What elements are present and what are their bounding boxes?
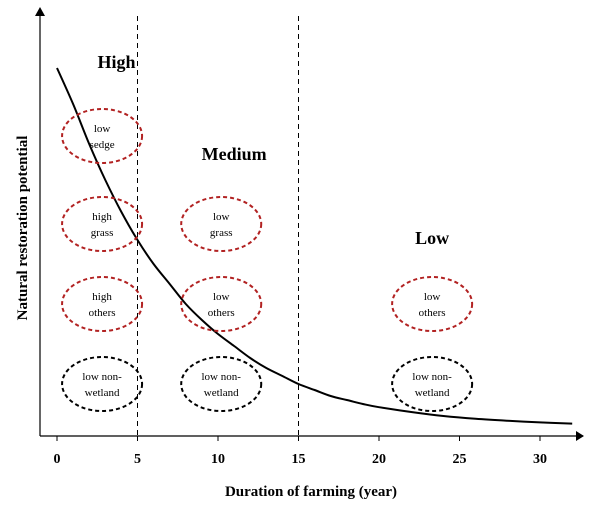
category-ellipse: high grass	[61, 196, 144, 252]
ellipse-label-line2: wetland	[204, 387, 239, 399]
axes	[35, 7, 584, 441]
ellipse-label-line2: wetland	[415, 387, 450, 399]
x-tick-label: 15	[292, 452, 306, 467]
ellipse-label-line2: others	[208, 307, 235, 319]
category-ellipse: low non-wetland	[180, 356, 263, 412]
x-tick-label: 5	[134, 452, 141, 467]
ellipse-outline	[61, 196, 144, 252]
x-tick-label: 20	[372, 452, 386, 467]
zone-label-medium: Medium	[202, 144, 267, 164]
zone-label-high: High	[98, 52, 136, 72]
ellipse-label-line1: low	[94, 123, 111, 135]
ellipse-label-line2: wetland	[85, 387, 120, 399]
restoration-curve	[56, 67, 573, 425]
ellipse-label-line1: low	[424, 291, 441, 303]
ellipse-label-line2: grass	[210, 227, 233, 239]
ellipse-label-line1: low non-	[202, 371, 242, 383]
zone-labels: High Medium Low	[98, 52, 450, 248]
ellipse-outline	[180, 356, 263, 412]
ellipse-label-line2: grass	[91, 227, 114, 239]
curve-layer	[56, 67, 573, 425]
x-axis-arrowhead	[576, 431, 584, 441]
ellipse-label-line1: low	[213, 211, 230, 223]
ellipse-outline	[61, 356, 144, 412]
ellipse-outline	[180, 276, 263, 332]
x-tick-label: 25	[453, 452, 467, 467]
x-tick-label: 0	[54, 452, 61, 467]
category-annotations: low sedge high grass high others low non-wetla…	[61, 108, 474, 412]
reference-lines	[137, 16, 299, 436]
ellipse-outline	[391, 276, 474, 332]
ellipse-outline	[180, 196, 263, 252]
ellipse-label-line1: high	[92, 211, 112, 223]
ellipse-label-line1: low	[213, 291, 230, 303]
ellipse-label-line2: others	[419, 307, 446, 319]
x-tick-label: 30	[533, 452, 547, 467]
ellipse-label-line1: high	[92, 291, 112, 303]
ellipse-outline	[391, 356, 474, 412]
zone-label-low: Low	[415, 228, 449, 248]
ellipse-label-line2: sedge	[90, 139, 115, 151]
ellipse-outline	[61, 108, 144, 164]
ellipse-label-line1: low non-	[82, 371, 122, 383]
category-ellipse: low others	[391, 276, 474, 332]
y-axis-title: Natural restoration potential	[15, 136, 31, 321]
category-ellipse: low sedge	[61, 108, 144, 164]
x-ticks: 0 5 10 15 20 25 30	[54, 436, 547, 467]
category-ellipse: low grass	[180, 196, 263, 252]
ellipse-label-line1: low non-	[412, 371, 452, 383]
category-ellipse: high others	[61, 276, 144, 332]
x-axis-title: Duration of farming (year)	[225, 484, 397, 500]
ellipse-outline	[61, 276, 144, 332]
category-ellipse: low non-wetland	[391, 356, 474, 412]
y-axis-arrowhead	[35, 7, 45, 16]
category-ellipse: low others	[180, 276, 263, 332]
ellipse-label-line2: others	[89, 307, 116, 319]
x-tick-label: 10	[211, 452, 225, 467]
category-ellipse: low non-wetland	[61, 356, 144, 412]
